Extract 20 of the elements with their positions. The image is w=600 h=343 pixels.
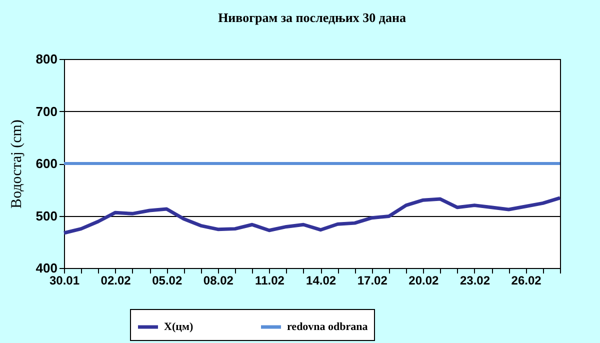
chart-title: Нивограм за последњих 30 дана xyxy=(218,10,406,25)
y-tick-label: 800 xyxy=(36,52,58,66)
x-tick-label: 11.02 xyxy=(255,274,285,288)
x-tick-label: 30.01 xyxy=(49,274,80,288)
x-tick-label: 26.02 xyxy=(511,274,542,288)
x-tick-label: 17.02 xyxy=(357,274,388,288)
x-tick-label: 08.02 xyxy=(203,274,234,288)
y-tick-label: 400 xyxy=(36,260,58,276)
x-tick-label: 20.02 xyxy=(408,274,440,288)
x-tick-label: 14.02 xyxy=(306,274,336,288)
x-tick-label: 05.02 xyxy=(152,274,182,288)
legend-label: redovna odbrana xyxy=(287,321,368,333)
y-axis-title: Водостај (cm) xyxy=(8,120,25,208)
legend-label: X(цм) xyxy=(164,321,194,333)
y-tick-label: 500 xyxy=(36,208,58,224)
line-series xyxy=(62,196,562,235)
x-tick-label: 23.02 xyxy=(460,274,490,288)
y-tick-label: 600 xyxy=(36,156,58,171)
y-tick-label: 700 xyxy=(36,104,58,119)
x-tick-label: 02.02 xyxy=(100,274,132,288)
